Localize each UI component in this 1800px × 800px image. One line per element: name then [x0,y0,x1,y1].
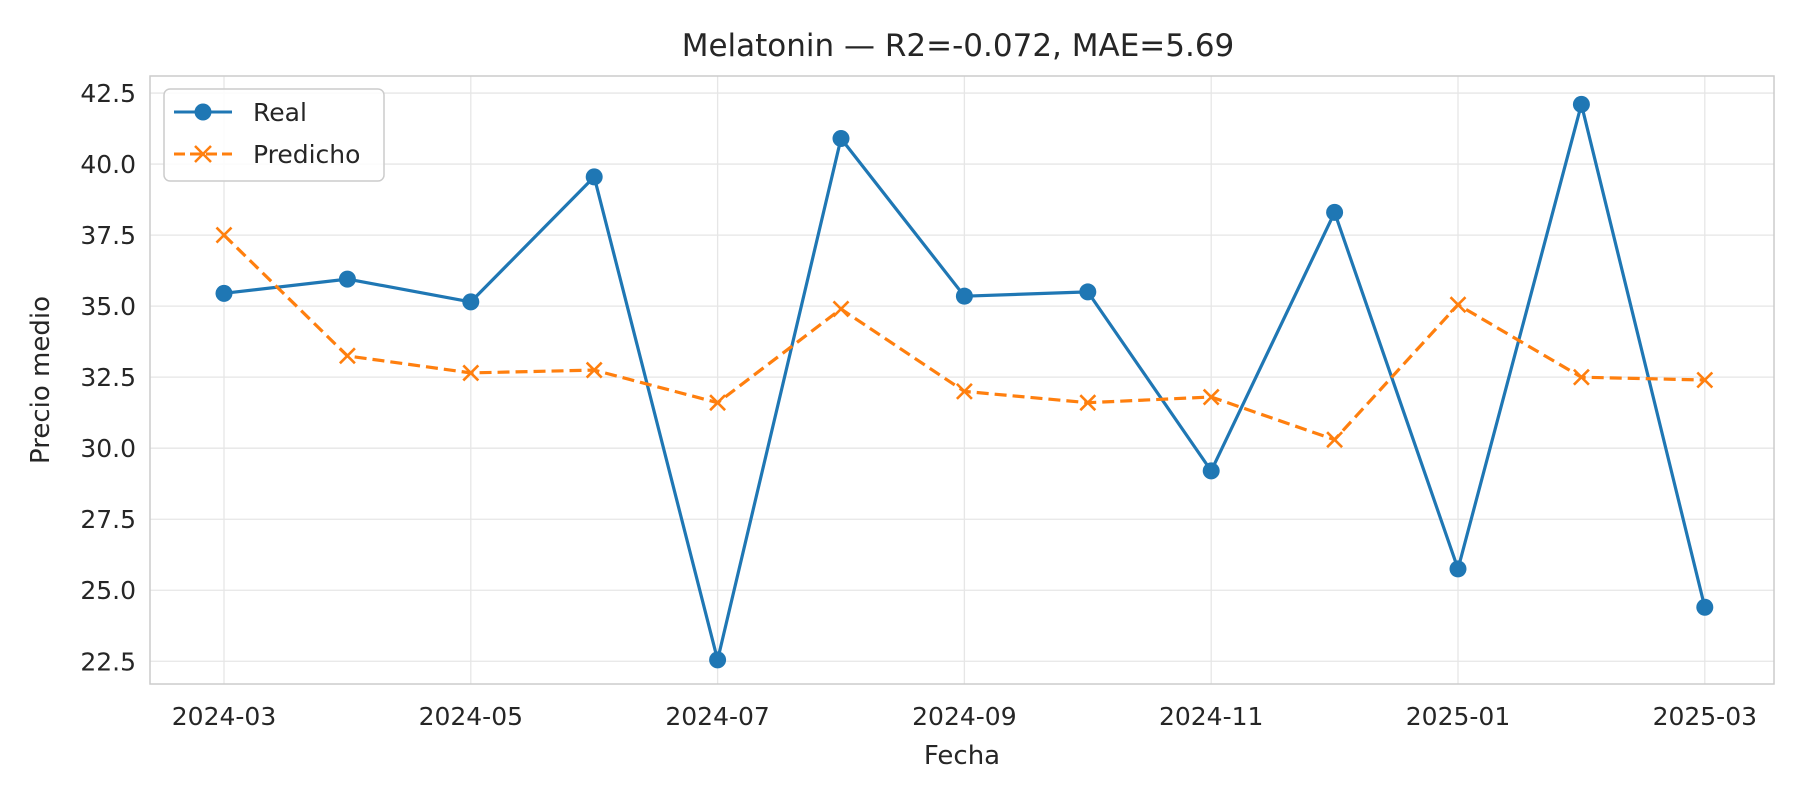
y-axis-label: Precio medio [26,296,56,464]
y-tick-label: 42.5 [80,79,136,108]
data-point-predicho [1696,371,1714,389]
data-point-real [585,168,603,186]
x-tick-label: 2024-11 [1159,702,1263,731]
data-point-predicho [338,347,356,365]
x-axis-ticks: 2024-03 2024-05 2024-07 2024-09 2024-11 2025-… [172,702,1757,731]
x-tick-label: 2024-05 [419,702,523,731]
data-point-real [215,284,233,302]
legend: Real Predicho [163,88,385,182]
grid-lines [150,76,1774,684]
data-point-real [338,270,356,288]
data-point-real [832,130,850,148]
legend-label-real: Real [253,98,307,127]
data-point-predicho [462,364,480,382]
data-point-predicho [709,394,727,412]
data-point-predicho [1449,296,1467,314]
chart-title: Melatonin — R2=-0.072, MAE=5.69 [682,28,1235,64]
x-axis-label: Fecha [924,741,1000,771]
y-tick-label: 35.0 [80,292,136,321]
data-point-predicho [215,226,233,244]
data-point-real [1202,462,1220,480]
x-tick-label: 2025-03 [1653,702,1757,731]
y-tick-label: 32.5 [80,363,136,392]
x-tick-label: 2025-01 [1406,702,1510,731]
y-axis-ticks: 22.5 25.0 27.5 30.0 32.5 35.0 37.5 40.0 42.5 [80,79,136,676]
y-tick-label: 25.0 [80,576,136,605]
x-tick-label: 2024-07 [665,702,769,731]
legend-marker-real [194,103,212,121]
data-point-real [1326,203,1344,221]
data-point-real [1572,95,1590,113]
data-point-real [955,287,973,305]
data-point-predicho [1572,368,1590,386]
data-point-predicho [1326,431,1344,449]
plot-frame [149,75,1775,685]
series-group [215,95,1714,669]
legend-label-predicho: Predicho [253,140,360,169]
data-point-predicho [1079,394,1097,412]
data-point-real [709,651,727,669]
x-tick-label: 2024-03 [172,702,276,731]
y-tick-label: 37.5 [80,221,136,250]
x-tick-label: 2024-09 [912,702,1016,731]
data-point-predicho [955,382,973,400]
legend-marker-predicho [194,145,212,163]
data-point-predicho [1202,388,1220,406]
y-tick-label: 27.5 [80,505,136,534]
y-tick-label: 22.5 [80,647,136,676]
data-point-real [1079,283,1097,301]
data-point-real [1449,560,1467,578]
y-tick-label: 30.0 [80,434,136,463]
data-point-real [462,293,480,311]
data-point-predicho [832,300,850,318]
data-point-real [1696,598,1714,616]
data-point-predicho [585,361,603,379]
y-tick-label: 40.0 [80,150,136,179]
